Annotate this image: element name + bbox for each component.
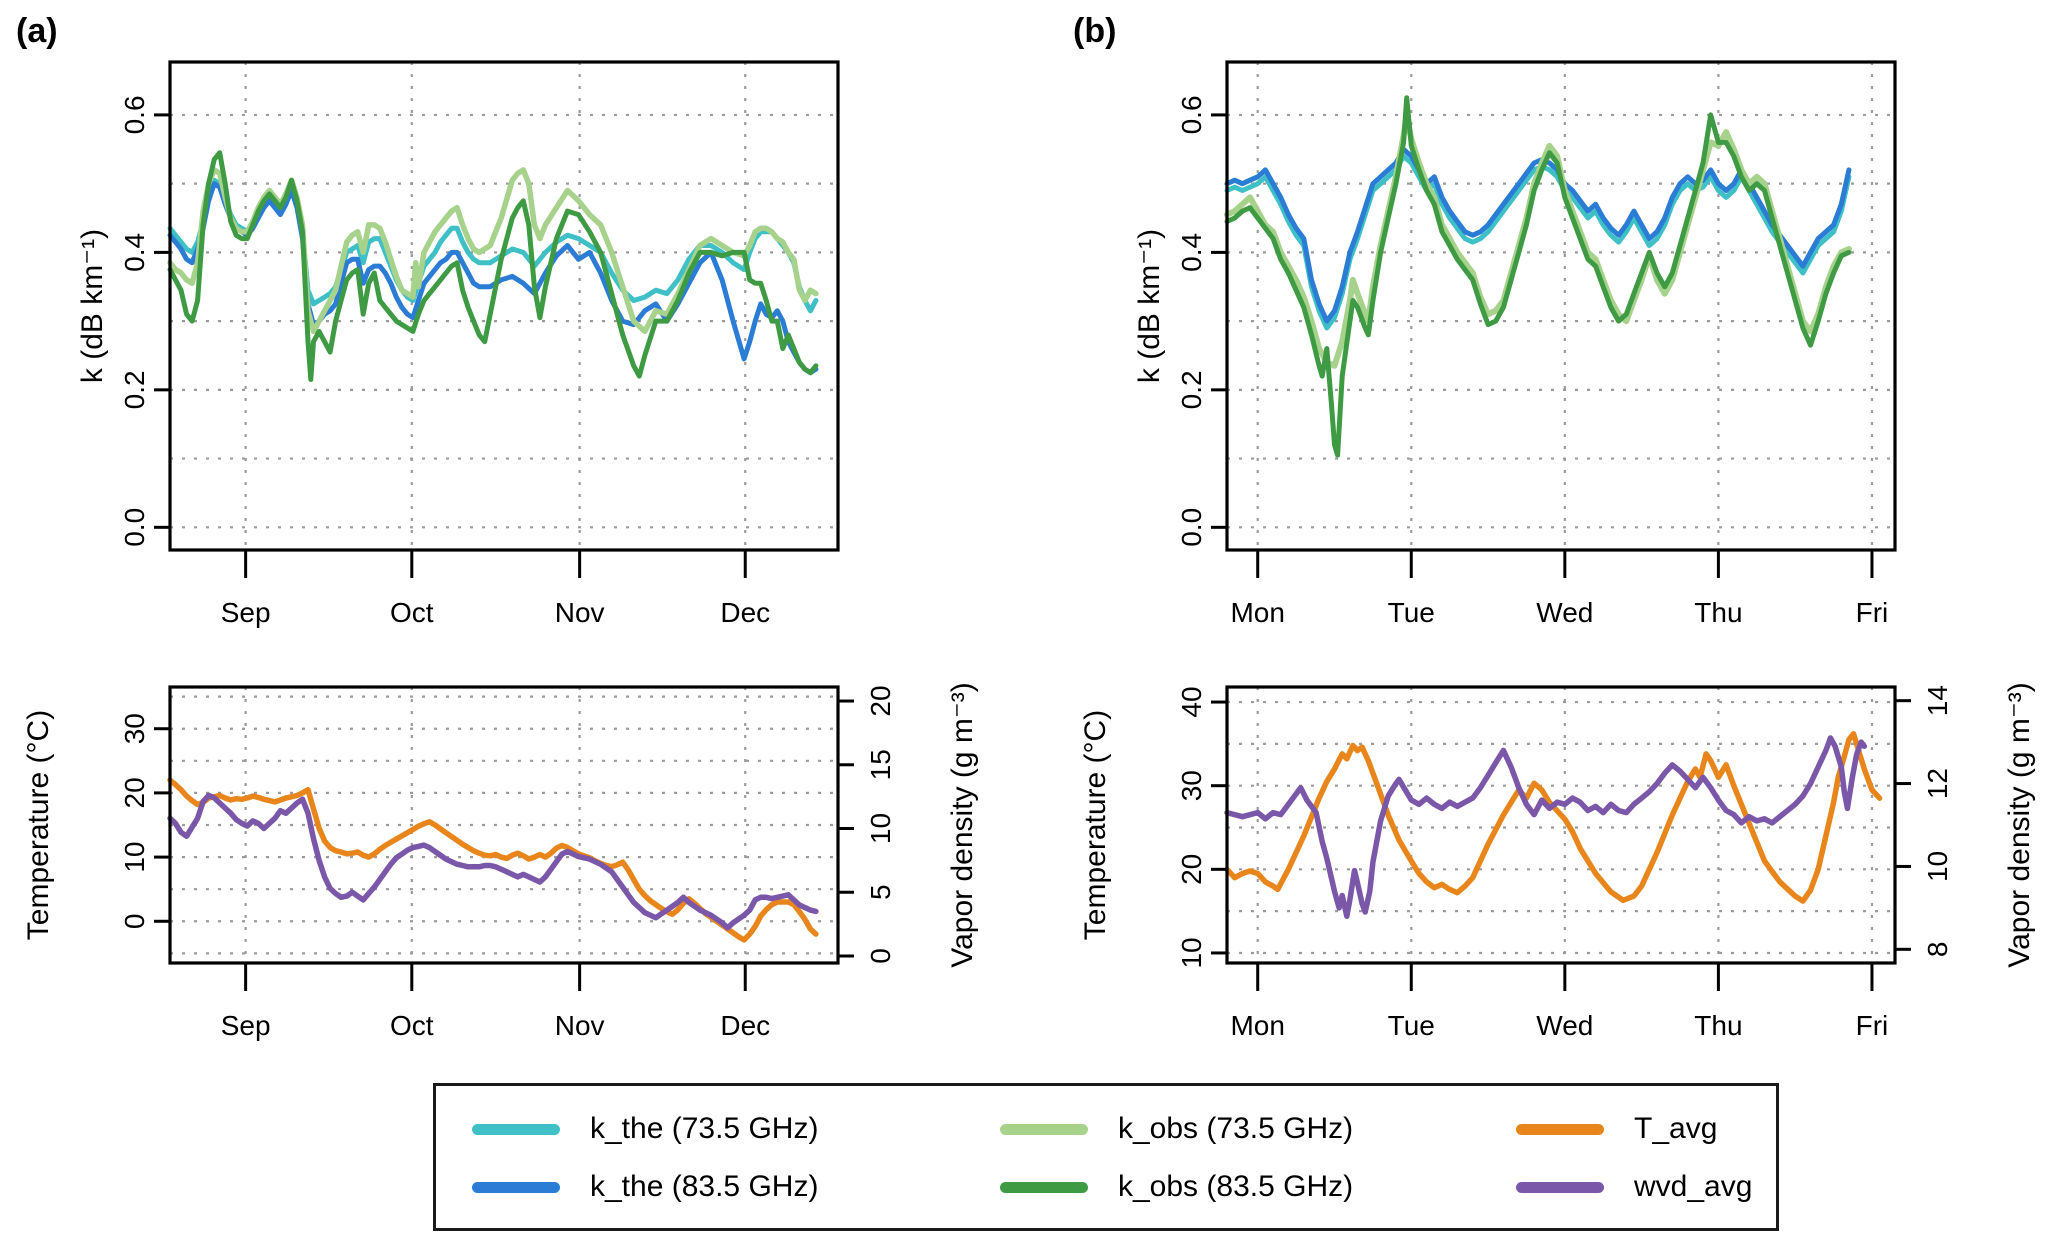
legend-label-k-obs-83: k_obs (83.5 GHz) bbox=[1118, 1170, 1354, 1203]
svg-text:10: 10 bbox=[865, 813, 896, 844]
svg-text:Oct: Oct bbox=[390, 597, 434, 628]
svg-text:Dec: Dec bbox=[720, 597, 770, 628]
legend-label-wvd-avg: wvd_avg bbox=[1634, 1170, 1753, 1203]
svg-text:Mon: Mon bbox=[1230, 597, 1284, 628]
series-k-obs-73.5-ghz- bbox=[1224, 111, 1852, 369]
svg-text:0: 0 bbox=[119, 913, 150, 929]
panel-b_bottom-series bbox=[1224, 731, 1883, 919]
svg-text:0.0: 0.0 bbox=[119, 508, 150, 547]
legend-swatch-wvd-avg bbox=[1516, 1181, 1604, 1193]
legend-column-k-obs: k_obs (73.5 GHz) k_obs (83.5 GHz) bbox=[1000, 1100, 1353, 1216]
panel-a_top: Sep Oct Nov Dec 0.0 0.2 0.4 0.6 k (dB km⁻¹) bbox=[76, 60, 840, 628]
svg-text:Nov: Nov bbox=[555, 597, 605, 628]
legend-swatch-k-obs-73 bbox=[1000, 1123, 1088, 1135]
legend-item-t-avg: T_avg bbox=[1516, 1100, 1752, 1158]
svg-text:14: 14 bbox=[1922, 685, 1953, 716]
panel-a_bottom-series bbox=[167, 777, 819, 943]
svg-text:Wed: Wed bbox=[1536, 1010, 1593, 1041]
legend-label-k-the-83: k_the (83.5 GHz) bbox=[590, 1170, 819, 1203]
svg-text:20: 20 bbox=[1176, 854, 1207, 885]
svg-text:Sep: Sep bbox=[221, 1010, 271, 1041]
svg-text:Sep: Sep bbox=[221, 597, 271, 628]
svg-text:Mon: Mon bbox=[1230, 1010, 1284, 1041]
panel-a_bottom-ylabel: Temperature (°C) bbox=[22, 710, 55, 940]
series-t-avg bbox=[167, 777, 819, 943]
legend-item-k-obs-73: k_obs (73.5 GHz) bbox=[1000, 1100, 1353, 1158]
legend-column-met: T_avg wvd_avg bbox=[1516, 1100, 1752, 1216]
svg-text:0.4: 0.4 bbox=[1176, 233, 1207, 272]
panel-b_top-ylabel: k (dB km⁻¹) bbox=[1133, 229, 1166, 383]
series-k-obs-83.5-ghz- bbox=[167, 150, 819, 382]
panel-b_bottom-ylabel: Temperature (°C) bbox=[1079, 710, 1112, 940]
svg-text:0.2: 0.2 bbox=[1176, 370, 1207, 409]
panel-a_top-series bbox=[167, 150, 819, 382]
svg-text:10: 10 bbox=[1922, 851, 1953, 882]
svg-text:30: 30 bbox=[1176, 770, 1207, 801]
panel-b_bottom-axes: Mon Tue Wed Thu Fri 10 20 30 40 8 10 12 14 Temperatur… bbox=[1079, 682, 2036, 1041]
series-t-avg bbox=[1224, 731, 1883, 904]
svg-text:Thu: Thu bbox=[1694, 1010, 1742, 1041]
svg-text:10: 10 bbox=[1176, 937, 1207, 968]
legend-item-k-the-73: k_the (73.5 GHz) bbox=[472, 1100, 818, 1158]
legend-column-k-the: k_the (73.5 GHz) k_the (83.5 GHz) bbox=[472, 1100, 818, 1216]
svg-text:0.4: 0.4 bbox=[119, 233, 150, 272]
svg-text:0.0: 0.0 bbox=[1176, 508, 1207, 547]
panel-a_bottom-ylabel-right: Vapor density (g m⁻³) bbox=[946, 682, 979, 967]
svg-text:Fri: Fri bbox=[1856, 597, 1889, 628]
panel-b_bottom: Mon Tue Wed Thu Fri 10 20 30 40 8 10 12 14 Temperatur… bbox=[1079, 682, 2036, 1041]
svg-text:20: 20 bbox=[865, 685, 896, 716]
panel-b_top-series bbox=[1224, 95, 1852, 458]
series-k-the-83.5-ghz- bbox=[167, 181, 819, 376]
series-k-obs-83.5-ghz- bbox=[1224, 95, 1852, 458]
legend-label-k-obs-73: k_obs (73.5 GHz) bbox=[1118, 1112, 1354, 1145]
series-wvd-avg bbox=[1224, 735, 1868, 919]
legend: k_the (73.5 GHz) k_the (83.5 GHz) k_obs … bbox=[433, 1083, 1779, 1231]
svg-text:0.6: 0.6 bbox=[1176, 95, 1207, 134]
legend-swatch-k-the-83 bbox=[472, 1181, 560, 1193]
panel-b-tag: (b) bbox=[1073, 12, 1117, 50]
legend-label-t-avg: T_avg bbox=[1634, 1112, 1718, 1145]
svg-text:Dec: Dec bbox=[720, 1010, 770, 1041]
svg-text:8: 8 bbox=[1922, 942, 1953, 958]
svg-text:12: 12 bbox=[1922, 768, 1953, 799]
legend-item-wvd-avg: wvd_avg bbox=[1516, 1158, 1752, 1216]
svg-text:Tue: Tue bbox=[1388, 597, 1435, 628]
svg-text:30: 30 bbox=[119, 713, 150, 744]
svg-text:0.6: 0.6 bbox=[119, 95, 150, 134]
svg-text:0.2: 0.2 bbox=[119, 370, 150, 409]
legend-item-k-obs-83: k_obs (83.5 GHz) bbox=[1000, 1158, 1353, 1216]
panel-a-tag: (a) bbox=[16, 12, 58, 50]
legend-swatch-k-obs-83 bbox=[1000, 1181, 1088, 1193]
svg-text:Tue: Tue bbox=[1388, 1010, 1435, 1041]
panel-a_top-axes: Sep Oct Nov Dec 0.0 0.2 0.4 0.6 k (dB km⁻¹) bbox=[76, 60, 840, 628]
svg-text:Oct: Oct bbox=[390, 1010, 434, 1041]
svg-text:10: 10 bbox=[119, 842, 150, 873]
svg-text:20: 20 bbox=[119, 777, 150, 808]
panel-b_bottom-grid bbox=[1227, 687, 1895, 963]
series-wvd-avg bbox=[167, 792, 819, 931]
panel-a_top-grid bbox=[170, 62, 838, 550]
panel-b_bottom-ylabel-right: Vapor density (g m⁻³) bbox=[2003, 682, 2036, 967]
panel-a_top-ylabel: k (dB km⁻¹) bbox=[76, 229, 109, 383]
legend-item-k-the-83: k_the (83.5 GHz) bbox=[472, 1158, 818, 1216]
svg-text:5: 5 bbox=[865, 884, 896, 900]
svg-text:Nov: Nov bbox=[555, 1010, 605, 1041]
svg-text:Wed: Wed bbox=[1536, 597, 1593, 628]
legend-swatch-k-the-73 bbox=[472, 1123, 560, 1135]
svg-text:Thu: Thu bbox=[1694, 597, 1742, 628]
panel-a_bottom: Sep Oct Nov Dec 0 10 20 30 0 5 10 15 20 Temperature (… bbox=[22, 682, 979, 1041]
svg-text:0: 0 bbox=[865, 948, 896, 964]
svg-text:40: 40 bbox=[1176, 686, 1207, 717]
panel-b_top-axes: Mon Tue Wed Thu Fri 0.0 0.2 0.4 0.6 k (dB km⁻¹) bbox=[1133, 60, 1897, 628]
svg-text:15: 15 bbox=[865, 749, 896, 780]
legend-label-k-the-73: k_the (73.5 GHz) bbox=[590, 1112, 819, 1145]
panel-a_bottom-axes: Sep Oct Nov Dec 0 10 20 30 0 5 10 15 20 Temperature (… bbox=[22, 682, 979, 1041]
legend-swatch-t-avg bbox=[1516, 1123, 1604, 1135]
svg-text:Fri: Fri bbox=[1856, 1010, 1889, 1041]
panel-b_top: Mon Tue Wed Thu Fri 0.0 0.2 0.4 0.6 k (dB km⁻¹) bbox=[1133, 60, 1897, 628]
